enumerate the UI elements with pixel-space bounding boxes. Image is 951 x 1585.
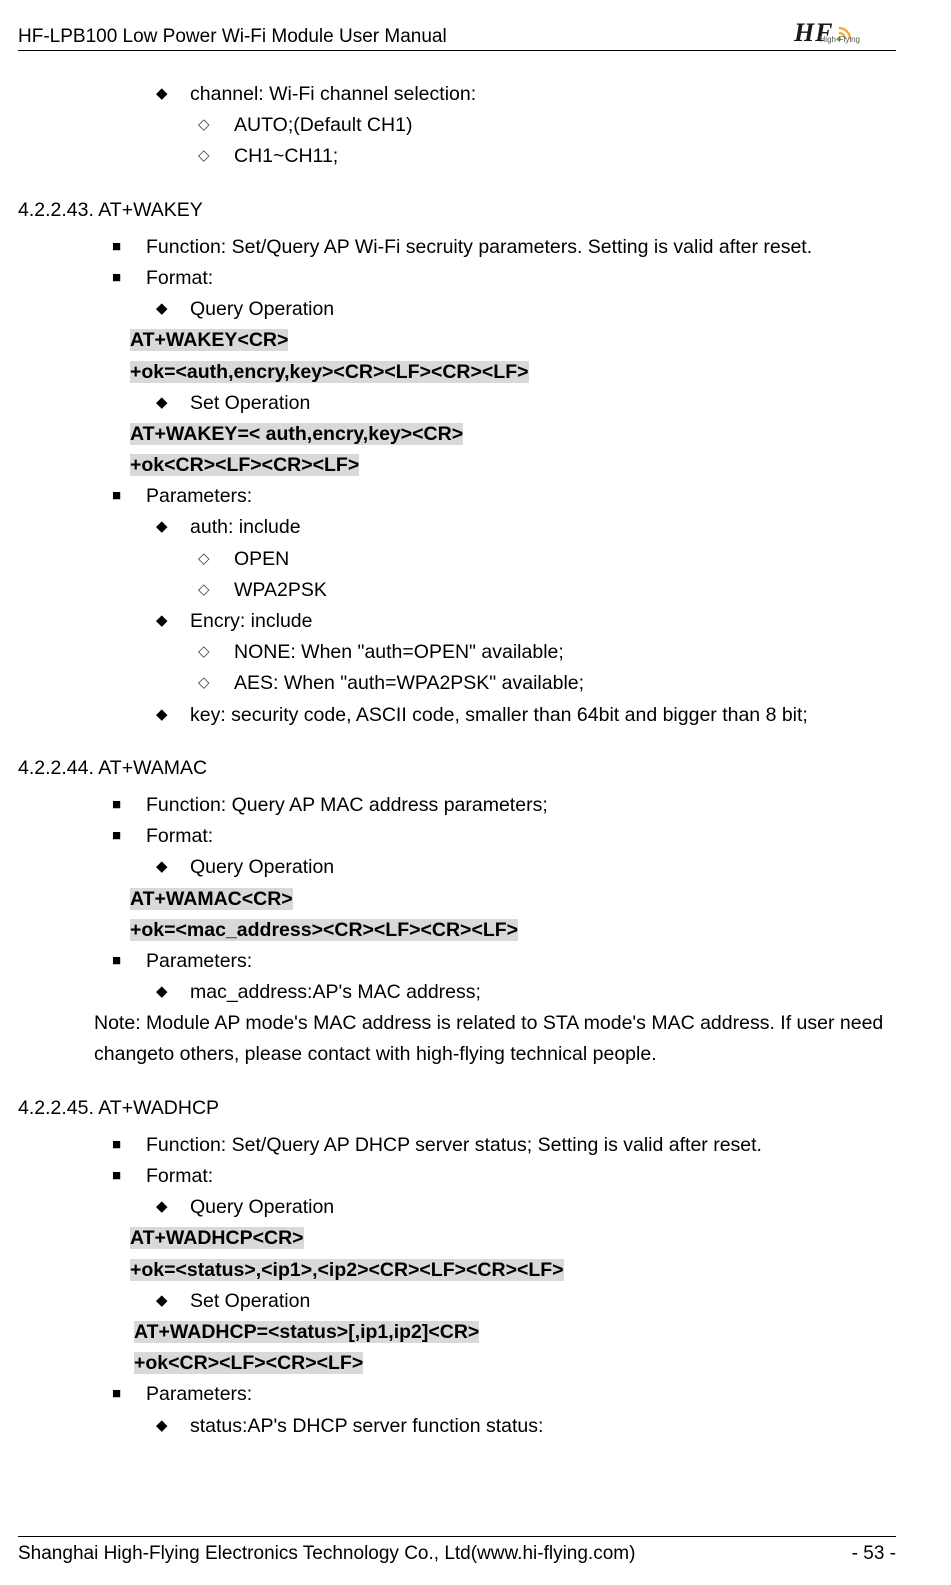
sec44-function: Function: Query AP MAC address parameter… xyxy=(18,790,896,821)
intro-channel: channel: Wi-Fi channel selection: xyxy=(18,79,896,110)
sec44-params: Parameters: xyxy=(18,946,896,977)
section-heading-44: 4.2.2.44. AT+WAMAC xyxy=(18,753,896,784)
page: HF-LPB100 Low Power Wi-Fi Module User Ma… xyxy=(0,0,951,1585)
sec43-params: Parameters: xyxy=(18,481,896,512)
logo: HF High-Flying xyxy=(794,18,896,48)
sec43-code4: +ok<CR><LF><CR><LF> xyxy=(18,450,896,481)
sec44-queryop: Query Operation xyxy=(18,852,896,883)
sec45-code3: AT+WADHCP=<status>[,ip1,ip2]<CR> xyxy=(18,1317,896,1348)
section-heading-45: 4.2.2.45. AT+WADHCP xyxy=(18,1093,896,1124)
sec44-format: Format: xyxy=(18,821,896,852)
sec43-auth-wpa2: WPA2PSK xyxy=(18,575,896,606)
sec45-code4: +ok<CR><LF><CR><LF> xyxy=(18,1348,896,1379)
sec45-status: status:AP's DHCP server function status: xyxy=(18,1411,896,1442)
sec43-code2: +ok=<auth,encry,key><CR><LF><CR><LF> xyxy=(18,357,896,388)
sec45-format: Format: xyxy=(18,1161,896,1192)
sec45-setop: Set Operation xyxy=(18,1286,896,1317)
sec44-mac: mac_address:AP's MAC address; xyxy=(18,977,896,1008)
sec43-function: Function: Set/Query AP Wi-Fi secruity pa… xyxy=(18,232,896,263)
sec43-auth: auth: include xyxy=(18,512,896,543)
footer-company: Shanghai High-Flying Electronics Technol… xyxy=(18,1543,635,1565)
logo-text: HF xyxy=(794,18,834,48)
sec45-code2: +ok=<status>,<ip1>,<ip2><CR><LF><CR><LF> xyxy=(18,1255,896,1286)
sec45-function: Function: Set/Query AP DHCP server statu… xyxy=(18,1130,896,1161)
sec43-format: Format: xyxy=(18,263,896,294)
sec45-params: Parameters: xyxy=(18,1379,896,1410)
page-content: channel: Wi-Fi channel selection: AUTO;(… xyxy=(18,79,896,1442)
footer-page-number: - 53 - xyxy=(852,1543,896,1565)
header-title: HF-LPB100 Low Power Wi-Fi Module User Ma… xyxy=(18,26,447,48)
sec43-queryop: Query Operation xyxy=(18,294,896,325)
sec45-queryop: Query Operation xyxy=(18,1192,896,1223)
intro-channel-opt1: AUTO;(Default CH1) xyxy=(18,110,896,141)
sec44-note: Note: Module AP mode's MAC address is re… xyxy=(18,1008,896,1070)
sec43-code3: AT+WAKEY=< auth,encry,key><CR> xyxy=(18,419,896,450)
section-heading-43: 4.2.2.43. AT+WAKEY xyxy=(18,195,896,226)
sec43-code1: AT+WAKEY<CR> xyxy=(18,325,896,356)
sec44-code2: +ok=<mac_address><CR><LF><CR><LF> xyxy=(18,915,896,946)
sec43-encry: Encry: include xyxy=(18,606,896,637)
page-header: HF-LPB100 Low Power Wi-Fi Module User Ma… xyxy=(18,18,896,51)
sec45-code1: AT+WADHCP<CR> xyxy=(18,1223,896,1254)
sec43-encry-aes: AES: When "auth=WPA2PSK" available; xyxy=(18,668,896,699)
page-footer: Shanghai High-Flying Electronics Technol… xyxy=(18,1536,896,1565)
sec43-encry-none: NONE: When "auth=OPEN" available; xyxy=(18,637,896,668)
sec43-setop: Set Operation xyxy=(18,388,896,419)
sec44-code1: AT+WAMAC<CR> xyxy=(18,884,896,915)
intro-channel-opt2: CH1~CH11; xyxy=(18,141,896,172)
sec43-auth-open: OPEN xyxy=(18,544,896,575)
sec43-key: key: security code, ASCII code, smaller … xyxy=(18,700,896,731)
logo-subtext: High-Flying xyxy=(820,35,860,44)
